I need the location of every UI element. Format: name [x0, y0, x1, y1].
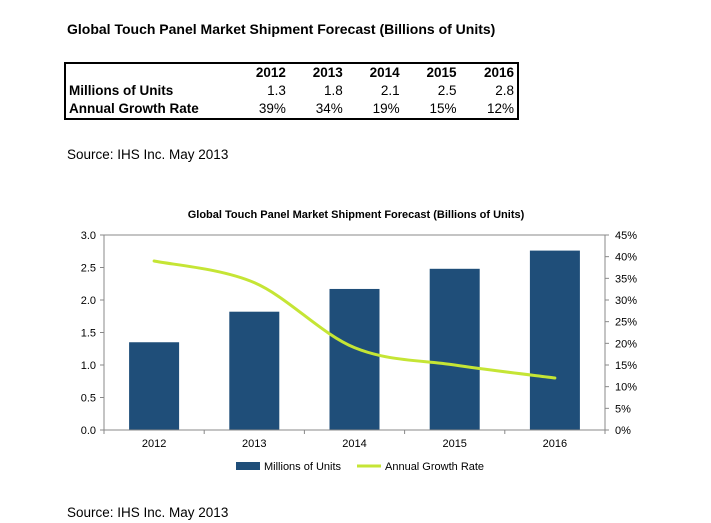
left-axis-tick-label: 0.0 — [81, 425, 96, 437]
chart-title: Global Touch Panel Market Shipment Forec… — [188, 209, 525, 221]
table-row-label: Millions of Units — [69, 83, 174, 98]
right-axis-tick-label: 25% — [615, 317, 637, 329]
x-axis-tick-label: 2015 — [442, 438, 466, 450]
x-axis-tick-label: 2013 — [242, 438, 266, 450]
table-cell: 2.8 — [495, 83, 514, 98]
left-axis-tick-label: 3.0 — [81, 230, 96, 242]
table-row-label: Annual Growth Rate — [69, 101, 199, 116]
bar — [129, 342, 180, 430]
table-cell: 39% — [258, 101, 286, 116]
right-axis-tick-label: 40% — [615, 252, 637, 264]
legend-swatch-bar — [236, 462, 260, 470]
table-cell: 1.3 — [267, 83, 286, 98]
table-header-cell: 2012 — [255, 65, 286, 80]
x-axis-tick-label: 2014 — [342, 438, 366, 450]
left-axis-tick-label: 1.5 — [81, 328, 96, 340]
left-axis-tick-label: 1.0 — [81, 360, 96, 372]
table-row: Annual Growth Rate 39% 34% 19% 15% 12% — [65, 100, 518, 119]
source-note-top: Source: IHS Inc. May 2013 — [67, 147, 229, 162]
table-cell: 19% — [372, 101, 400, 116]
table-cell: 12% — [486, 101, 514, 116]
table-cell: 1.8 — [323, 83, 343, 98]
table-cell: 2.1 — [380, 83, 400, 98]
legend-label-units: Millions of Units — [264, 461, 342, 473]
data-table: 2012 2013 2014 2015 2016 Millions of Uni… — [64, 62, 519, 120]
axes-group: 0.0 0.5 1.0 1.5 2.0 2.5 3.0 0% 5% 10% 15% 20% 25% 30%… — [81, 230, 638, 450]
bar — [529, 250, 580, 430]
left-axis-tick-label: 2.5 — [81, 263, 96, 275]
table-cell: 2.5 — [437, 83, 457, 98]
table-header-cell: 2016 — [483, 65, 514, 80]
table-header-cell: 2015 — [426, 65, 457, 80]
bar — [229, 311, 280, 430]
right-axis-tick-label: 0% — [615, 425, 631, 437]
right-axis-tick-label: 30% — [615, 295, 637, 307]
bar — [329, 288, 380, 430]
legend: Millions of Units Annual Growth Rate — [236, 461, 484, 473]
x-axis-tick-label: 2012 — [142, 438, 166, 450]
table-cell: 34% — [315, 101, 343, 116]
bar-group — [129, 250, 580, 430]
right-axis-tick-label: 20% — [615, 338, 637, 350]
table-header-cell: 2013 — [312, 65, 343, 80]
page-title: Global Touch Panel Market Shipment Forec… — [67, 21, 496, 37]
right-axis-tick-label: 45% — [615, 230, 637, 242]
table-row: Millions of Units 1.3 1.8 2.1 2.5 2.8 — [65, 82, 518, 100]
line-group — [152, 259, 557, 380]
source-note-bottom: Source: IHS Inc. May 2013 — [67, 505, 229, 520]
right-axis-tick-label: 35% — [615, 273, 637, 285]
left-axis-tick-label: 2.0 — [81, 295, 96, 307]
x-axis-tick-label: 2016 — [543, 438, 567, 450]
legend-label-growth: Annual Growth Rate — [385, 461, 484, 473]
bar — [429, 268, 480, 430]
table-header-cell: 2014 — [369, 65, 400, 80]
table-cell: 15% — [429, 101, 457, 116]
left-axis-tick-label: 0.5 — [81, 393, 96, 405]
right-axis-tick-label: 10% — [615, 382, 637, 394]
table-header-row: 2012 2013 2014 2015 2016 — [65, 63, 518, 82]
right-axis-tick-label: 5% — [615, 403, 631, 415]
right-axis-tick-label: 15% — [615, 360, 637, 372]
growth-rate-line — [152, 259, 557, 380]
